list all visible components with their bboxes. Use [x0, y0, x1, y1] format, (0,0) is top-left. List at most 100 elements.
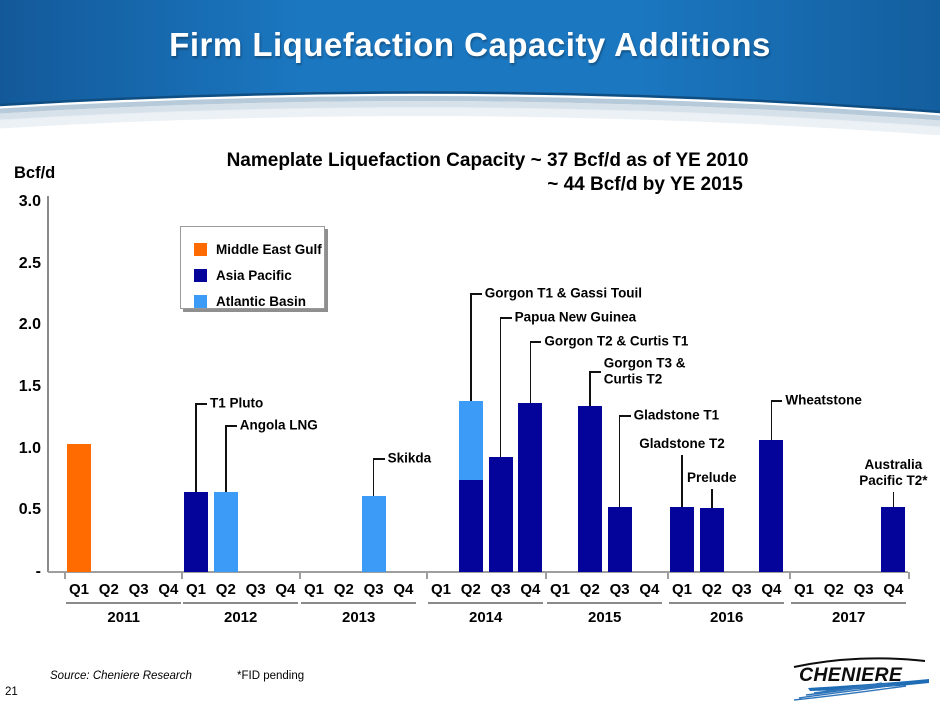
bar-2014-Q4-asia_pacific — [518, 403, 543, 572]
y-axis-tick-label: 1.5 — [18, 378, 41, 396]
page-number: 21 — [5, 686, 18, 698]
legend-item-label: Atlantic Basin — [216, 293, 307, 309]
annotation-line — [589, 371, 591, 406]
fid-pending-note: *FID pending — [237, 670, 305, 682]
x-axis-quarter-label: Q1 — [430, 581, 451, 598]
x-axis-quarter-label: Q4 — [761, 581, 782, 598]
x-axis-year-label: 2016 — [710, 609, 744, 626]
bar-2012-Q2-atlantic_basin — [213, 491, 238, 572]
x-axis-year-label: 2014 — [469, 609, 503, 626]
annotation-line — [372, 458, 375, 496]
chart-title-line2: ~ 44 Bcf/d by YE 2015 — [547, 174, 743, 195]
y-axis-tick-label: 1.0 — [18, 439, 41, 457]
annotation-line — [618, 415, 621, 507]
annotation-tick — [589, 371, 601, 373]
source-note: Source: Cheniere Research — [50, 670, 192, 682]
x-axis-quarter-label: Q2 — [333, 581, 354, 598]
bar-2013-Q3-atlantic_basin — [361, 495, 386, 572]
annotation-label: Papua New Guinea — [514, 309, 637, 325]
legend-swatch-middle_east_gulf — [194, 242, 207, 256]
annotation-line — [892, 492, 895, 507]
legend-item-label: Middle East Gulf — [216, 241, 322, 257]
annotation-tick — [470, 293, 482, 295]
x-axis-quarter-label: Q3 — [490, 581, 511, 598]
annotation-label: Gorgon T3 & Curtis T2 — [603, 355, 686, 387]
x-axis-year-tick — [545, 572, 547, 579]
annotation-tick — [225, 425, 237, 427]
legend-swatch-asia_pacific — [194, 268, 207, 282]
x-axis-quarter-label: Q2 — [823, 581, 844, 598]
x-axis-quarter-label: Q2 — [460, 581, 481, 598]
x-axis-year-underline — [428, 602, 544, 604]
x-axis-quarter-label: Q3 — [853, 581, 874, 598]
annotation-line — [711, 489, 713, 508]
x-axis-year-underline — [547, 602, 663, 604]
legend-swatch-atlantic_basin — [194, 294, 207, 308]
x-axis-year-tick — [426, 572, 428, 579]
annotation-tick — [196, 403, 207, 405]
y-axis-tick-label: 2.0 — [18, 316, 41, 334]
x-axis-year-tick — [181, 572, 183, 579]
x-axis-year-label: 2013 — [342, 609, 376, 626]
annotation-label: Skikda — [387, 450, 432, 466]
x-axis-year-tick — [789, 572, 791, 579]
slide-title: Firm Liquefaction Capacity Additions — [169, 26, 771, 63]
annotation-tick — [373, 458, 385, 460]
x-axis-quarter-label: Q1 — [303, 581, 324, 598]
x-axis-quarter-label: Q4 — [520, 581, 541, 598]
x-axis-quarter-label: Q1 — [793, 581, 814, 598]
bar-2014-Q3-asia_pacific — [488, 457, 513, 572]
annotation-line — [195, 403, 197, 492]
y-axis-tick-label: 0.5 — [18, 501, 41, 519]
annotation-line — [470, 293, 472, 401]
x-axis-quarter-label: Q3 — [245, 581, 266, 598]
x-axis-quarter-label: Q1 — [185, 581, 206, 598]
bar-2014-Q2-atlantic_basin — [458, 400, 483, 480]
annotation-label: Gorgon T2 & Curtis T1 — [544, 333, 689, 349]
y-axis-tick-label: - — [35, 563, 41, 580]
bar-2016-Q2-asia_pacific — [699, 507, 724, 572]
cheniere-logo-graphic: CHENIERE — [793, 657, 929, 701]
x-axis-quarter-label: Q4 — [393, 581, 414, 598]
x-axis-quarter-label: Q1 — [68, 581, 89, 598]
x-axis-quarter-label: Q2 — [215, 581, 236, 598]
chart-legend: Middle East Gulf Asia Pacific Atlantic Bas… — [180, 226, 325, 309]
x-axis-quarter-label: Q1 — [549, 581, 570, 598]
header-banner-swoosh — [0, 0, 940, 136]
y-axis-tick-label: 2.5 — [18, 254, 41, 272]
annotation-line — [770, 400, 773, 441]
x-axis-quarter-label: Q2 — [98, 581, 119, 598]
annotation-label: Angola LNG — [239, 417, 318, 433]
x-axis-quarter-label: Q4 — [158, 581, 179, 598]
annotation-label: Wheatstone — [785, 392, 862, 408]
annotation-label: Gladstone T2 — [639, 435, 725, 451]
annotation-tick — [619, 415, 631, 417]
bar-2014-Q2-asia_pacific — [458, 479, 483, 572]
y-axis-tick-label: 3.0 — [18, 193, 41, 211]
annotation-line — [529, 341, 532, 404]
annotation-line — [225, 425, 227, 492]
annotation-label: Gladstone T1 — [633, 407, 720, 423]
x-axis-quarter-label: Q3 — [731, 581, 752, 598]
x-axis-year-underline — [301, 602, 417, 604]
x-axis-year-underline — [791, 602, 907, 604]
legend-item: Asia Pacific — [194, 262, 324, 288]
bar-2015-Q2-asia_pacific — [577, 405, 602, 572]
x-axis-quarter-label: Q3 — [363, 581, 384, 598]
x-axis-quarter-label: Q2 — [579, 581, 600, 598]
x-axis-line — [48, 571, 908, 573]
y-axis-unit-label: Bcf/d — [14, 164, 56, 182]
x-axis-year-underline — [669, 602, 785, 604]
annotation-tick — [771, 400, 783, 402]
legend-item: Middle East Gulf — [194, 236, 324, 262]
annotation-label: Australia Pacific T2* — [859, 457, 928, 488]
bar-2012-Q1-asia_pacific — [184, 491, 208, 572]
header-banner — [0, 0, 940, 136]
x-axis-year-tick — [64, 572, 66, 579]
x-axis-quarter-label: Q2 — [701, 581, 722, 598]
cheniere-logo: CHENIERE — [788, 654, 936, 702]
x-axis-year-label: 2012 — [224, 609, 258, 626]
annotation-tick — [500, 317, 512, 319]
x-axis-quarter-label: Q4 — [639, 581, 660, 598]
